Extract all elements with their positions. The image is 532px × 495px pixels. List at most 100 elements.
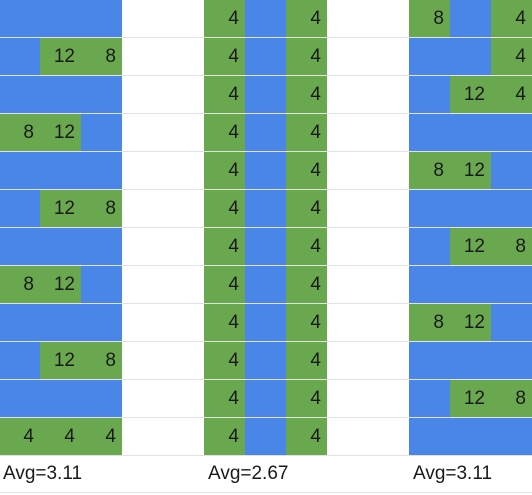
grid-cell[interactable]: [450, 342, 492, 380]
grid-cell[interactable]: 4: [204, 0, 246, 38]
grid-cell[interactable]: 4: [491, 38, 532, 76]
grid-cell[interactable]: 4: [204, 304, 246, 342]
grid-cell[interactable]: [368, 152, 410, 190]
grid-cell[interactable]: [122, 380, 164, 418]
grid-cell[interactable]: 4: [286, 38, 328, 76]
grid-cell[interactable]: 8: [81, 342, 123, 380]
grid-cell[interactable]: [450, 0, 492, 38]
grid-cell[interactable]: [122, 38, 164, 76]
grid-cell[interactable]: 12: [450, 152, 492, 190]
grid-cell[interactable]: 4: [286, 190, 328, 228]
grid-cell[interactable]: [122, 0, 164, 38]
grid-cell[interactable]: [40, 456, 82, 493]
grid-cell[interactable]: [368, 38, 410, 76]
grid-cell[interactable]: [327, 380, 369, 418]
grid-cell[interactable]: [0, 76, 41, 114]
grid-cell[interactable]: 4: [286, 0, 328, 38]
grid-cell[interactable]: [327, 114, 369, 152]
grid-cell[interactable]: 4: [286, 228, 328, 266]
grid-cell[interactable]: [81, 152, 123, 190]
grid-cell[interactable]: 8: [491, 380, 532, 418]
grid-cell[interactable]: [450, 418, 492, 456]
grid-cell[interactable]: [409, 190, 451, 228]
grid-cell[interactable]: [327, 304, 369, 342]
grid-cell[interactable]: [368, 418, 410, 456]
grid-cell[interactable]: 12: [450, 304, 492, 342]
grid-cell[interactable]: 8: [0, 266, 41, 304]
grid-cell[interactable]: [368, 228, 410, 266]
grid-cell[interactable]: [0, 304, 41, 342]
grid-cell[interactable]: [163, 228, 205, 266]
grid-cell[interactable]: [491, 152, 532, 190]
grid-cell[interactable]: [245, 38, 287, 76]
grid-cell[interactable]: 4: [286, 152, 328, 190]
grid-cell[interactable]: [40, 304, 82, 342]
grid-cell[interactable]: 8: [409, 304, 451, 342]
grid-cell[interactable]: [450, 114, 492, 152]
grid-cell[interactable]: 4: [40, 418, 82, 456]
grid-cell[interactable]: [163, 456, 205, 493]
grid-cell[interactable]: [491, 342, 532, 380]
grid-cell[interactable]: [40, 228, 82, 266]
grid-cell[interactable]: [327, 228, 369, 266]
grid-cell[interactable]: [163, 418, 205, 456]
grid-cell[interactable]: [122, 266, 164, 304]
grid-cell[interactable]: [409, 418, 451, 456]
grid-cell[interactable]: [368, 190, 410, 228]
grid-cell[interactable]: [0, 190, 41, 228]
grid-cell[interactable]: [450, 190, 492, 228]
grid-cell[interactable]: [81, 114, 123, 152]
grid-cell[interactable]: [163, 114, 205, 152]
grid-cell[interactable]: [491, 190, 532, 228]
grid-cell[interactable]: 4: [204, 266, 246, 304]
grid-cell[interactable]: [368, 456, 410, 493]
grid-cell[interactable]: [81, 304, 123, 342]
grid-cell[interactable]: 4: [286, 342, 328, 380]
grid-cell[interactable]: [245, 152, 287, 190]
grid-cell[interactable]: [245, 228, 287, 266]
grid-cell[interactable]: [245, 304, 287, 342]
grid-cell[interactable]: 12: [40, 190, 82, 228]
grid-cell[interactable]: [40, 380, 82, 418]
grid-cell[interactable]: 4: [204, 380, 246, 418]
average-label[interactable]: Avg=2.67: [204, 456, 327, 493]
grid-cell[interactable]: 8: [491, 228, 532, 266]
grid-cell[interactable]: 12: [40, 38, 82, 76]
grid-cell[interactable]: [81, 0, 123, 38]
grid-cell[interactable]: [0, 152, 41, 190]
grid-cell[interactable]: 4: [81, 418, 123, 456]
grid-cell[interactable]: [122, 342, 164, 380]
grid-cell[interactable]: [327, 38, 369, 76]
grid-cell[interactable]: [0, 228, 41, 266]
grid-cell[interactable]: 8: [0, 114, 41, 152]
grid-cell[interactable]: 4: [286, 304, 328, 342]
grid-cell[interactable]: [122, 114, 164, 152]
grid-cell[interactable]: 12: [40, 266, 82, 304]
grid-cell[interactable]: [245, 266, 287, 304]
grid-cell[interactable]: [245, 342, 287, 380]
grid-cell[interactable]: [163, 0, 205, 38]
grid-cell[interactable]: [368, 342, 410, 380]
grid-cell[interactable]: [327, 456, 369, 493]
grid-cell[interactable]: [0, 380, 41, 418]
grid-cell[interactable]: [81, 76, 123, 114]
grid-cell[interactable]: [245, 190, 287, 228]
grid-cell[interactable]: 4: [204, 228, 246, 266]
grid-cell[interactable]: 4: [286, 266, 328, 304]
grid-cell[interactable]: 4: [204, 418, 246, 456]
grid-cell[interactable]: [122, 76, 164, 114]
grid-cell[interactable]: [327, 0, 369, 38]
grid-cell[interactable]: 4: [491, 76, 532, 114]
grid-cell[interactable]: 4: [204, 152, 246, 190]
grid-cell[interactable]: [327, 342, 369, 380]
grid-cell[interactable]: [0, 38, 41, 76]
grid-cell[interactable]: [122, 456, 164, 493]
grid-cell[interactable]: [409, 38, 451, 76]
grid-cell[interactable]: [409, 228, 451, 266]
grid-cell[interactable]: [81, 266, 123, 304]
grid-cell[interactable]: [327, 418, 369, 456]
grid-cell[interactable]: [163, 190, 205, 228]
grid-cell[interactable]: [122, 190, 164, 228]
grid-cell[interactable]: [245, 76, 287, 114]
grid-cell[interactable]: [450, 38, 492, 76]
